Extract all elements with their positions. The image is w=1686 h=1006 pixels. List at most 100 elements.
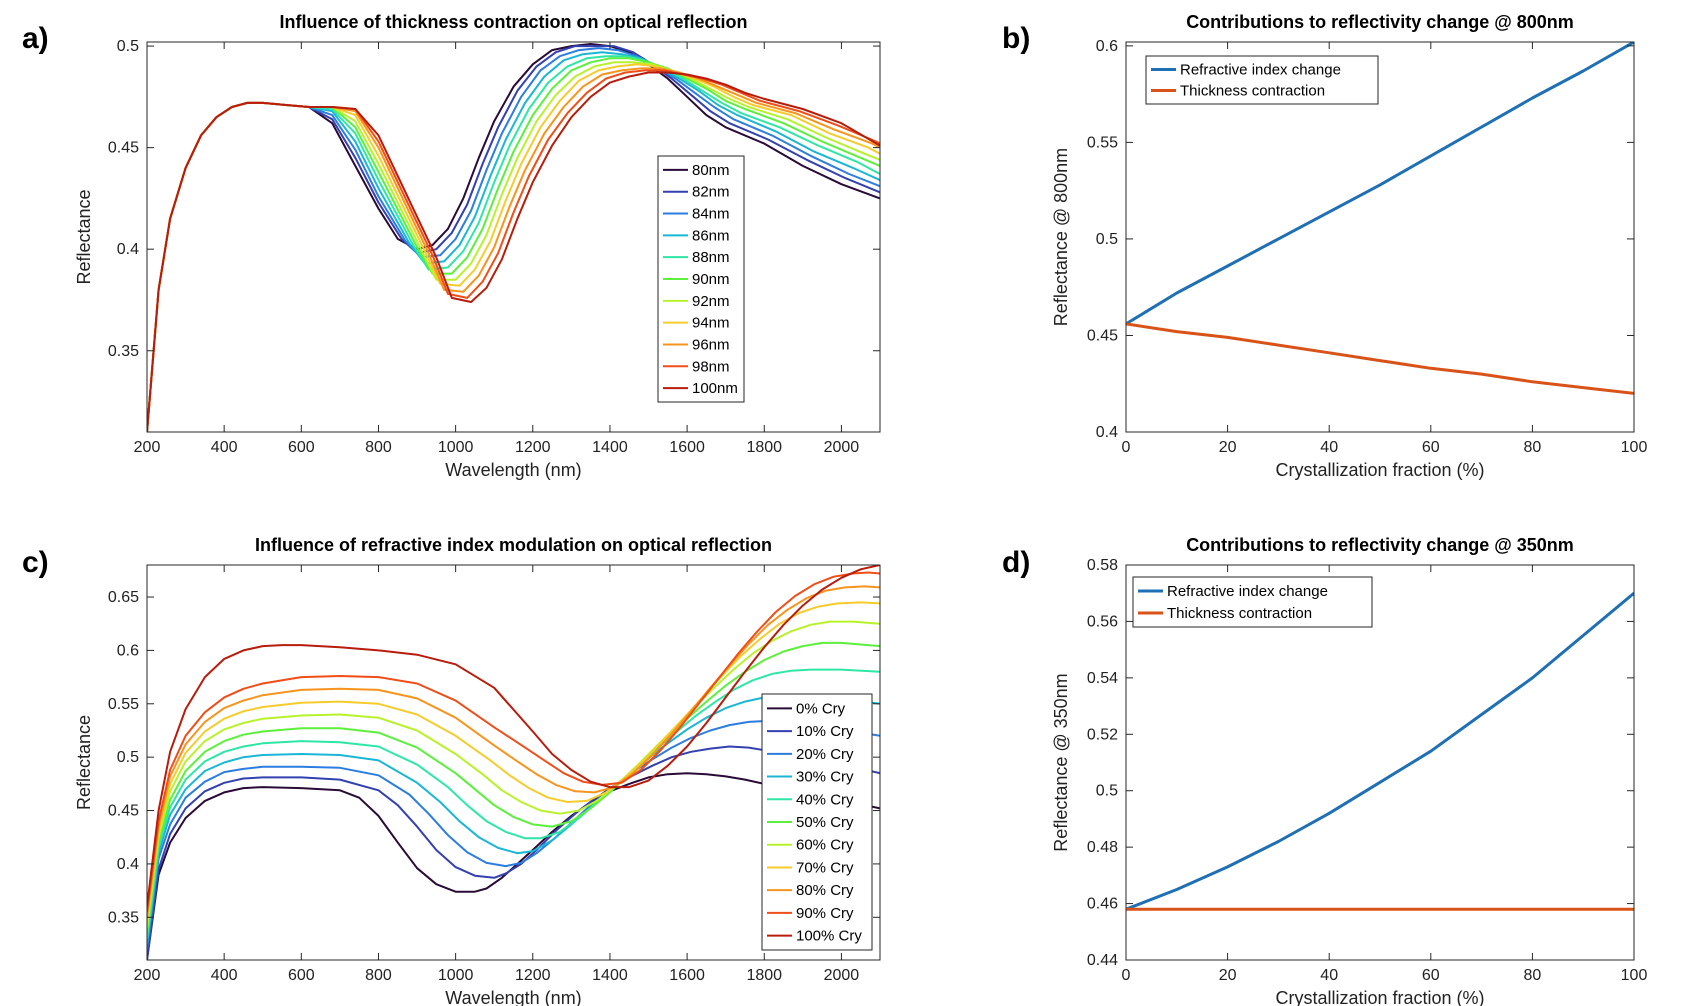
- x-tick-label: 1600: [669, 439, 705, 456]
- legend-entry: 20% Cry: [796, 746, 854, 763]
- y-tick-label: 0.58: [1087, 557, 1118, 574]
- x-tick-label: 1800: [746, 967, 782, 984]
- plot-area-d: [1126, 565, 1634, 960]
- y-tick-label: 0.35: [108, 909, 139, 926]
- x-axis-label: Crystallization fraction (%): [1275, 988, 1484, 1006]
- legend-entry: 40% Cry: [796, 791, 854, 808]
- x-axis-label: Crystallization fraction (%): [1275, 460, 1484, 480]
- x-tick-label: 400: [211, 439, 238, 456]
- y-axis-label: Reflectance @ 800nm: [1051, 148, 1071, 326]
- legend-entry: Refractive index change: [1180, 62, 1341, 79]
- series-line-c-10: [147, 565, 880, 907]
- series-line-c-0: [147, 772, 880, 960]
- x-tick-label: 400: [211, 967, 238, 984]
- y-tick-label: 0.45: [1087, 327, 1118, 344]
- legend-entry: 96nm: [692, 336, 730, 353]
- axes-box-b: [1125, 41, 1635, 433]
- x-tick-label: 20: [1219, 967, 1237, 984]
- x-tick-label: 40: [1320, 439, 1338, 456]
- legend-entry: 92nm: [692, 293, 730, 310]
- x-tick-label: 1200: [515, 967, 551, 984]
- series-line-c-3: [147, 694, 880, 945]
- x-tick-label: 20: [1219, 439, 1237, 456]
- series-group-b: [1126, 42, 1634, 395]
- legend-entry: 60% Cry: [796, 837, 854, 854]
- x-tick-label: 1400: [592, 967, 628, 984]
- chart-panel-c: 200 400 600 800 1000 1200 1400 1600 1800 2000 0.35…: [22, 535, 881, 1006]
- y-tick-label: 0.5: [1096, 783, 1118, 800]
- series-line-c-9: [147, 571, 880, 913]
- panel-label: c): [22, 546, 49, 579]
- y-tick-label: 0.46: [1087, 896, 1118, 913]
- axes-box-d: [1125, 564, 1635, 961]
- legend-entry: Thickness contraction: [1180, 83, 1325, 100]
- x-tick-label: 100: [1621, 439, 1648, 456]
- series-group-a: [147, 43, 880, 432]
- y-tick-label: 0.56: [1087, 613, 1118, 630]
- series-line-b-0: [1126, 42, 1634, 326]
- y-tick-label: 0.48: [1087, 839, 1118, 856]
- chart-title: Contributions to reflectivity change @ 3…: [1186, 535, 1574, 555]
- legend-entry: 100% Cry: [796, 928, 862, 945]
- legend-entry: 82nm: [692, 184, 730, 201]
- panel-label: d): [1002, 546, 1030, 579]
- y-tick-label: 0.6: [117, 642, 139, 659]
- legend-entry: 50% Cry: [796, 814, 854, 831]
- y-axis-label: Reflectance: [74, 715, 94, 810]
- legend-entry: 94nm: [692, 315, 730, 332]
- legend-entry: 90nm: [692, 271, 730, 288]
- x-tick-label: 2000: [824, 439, 860, 456]
- legend-d: Refractive index change Thickness contrac…: [1132, 576, 1373, 628]
- y-tick-label: 0.5: [117, 749, 139, 766]
- x-tick-label: 200: [134, 967, 161, 984]
- series-line-c-5: [147, 641, 880, 934]
- plot-area-b: [1126, 42, 1634, 432]
- x-axis-label: Wavelength (nm): [445, 460, 581, 480]
- x-tick-label: 1200: [515, 439, 551, 456]
- legend-c: 0% Cry 10% Cry 20% Cry 30% Cry 40% Cry 50% Cr…: [761, 693, 873, 951]
- chart-panel-b: 0 20 40 60 80 100 0.4 0.45 0.5 0.55 0.6 Contributio…: [1002, 12, 1647, 480]
- y-tick-label: 0.4: [1096, 424, 1118, 441]
- chart-title: Contributions to reflectivity change @ 8…: [1186, 12, 1574, 32]
- y-tick-label: 0.65: [108, 589, 139, 606]
- series-line-c-1: [147, 745, 880, 960]
- y-tick-label: 0.44: [1087, 952, 1118, 969]
- x-tick-label: 80: [1524, 439, 1542, 456]
- series-line-b-1: [1126, 322, 1634, 395]
- x-tick-label: 0: [1122, 967, 1131, 984]
- y-tick-label: 0.54: [1087, 670, 1118, 687]
- y-tick-label: 0.5: [117, 38, 139, 55]
- y-tick-label: 0.55: [108, 696, 139, 713]
- legend-entry: 80nm: [692, 162, 730, 179]
- legend-entry: Thickness contraction: [1167, 605, 1312, 622]
- legend-a: 80nm 82nm 84nm 86nm 88nm 90nm 92nm 94nm 96nm 98nm…: [657, 155, 745, 403]
- legend-entry: Refractive index change: [1167, 583, 1328, 600]
- x-tick-label: 800: [365, 967, 392, 984]
- axes-box-a: [146, 41, 881, 433]
- x-tick-label: 100: [1621, 967, 1648, 984]
- chart-panel-a: 200 400 600 800 1000 1200 1400 1600 1800 2000 0.35…: [22, 12, 881, 480]
- x-tick-label: 1800: [746, 439, 782, 456]
- y-tick-label: 0.45: [108, 803, 139, 820]
- chart-title: Influence of refractive index modulation…: [255, 535, 772, 555]
- legend-entry: 86nm: [692, 227, 730, 244]
- x-tick-label: 1600: [669, 967, 705, 984]
- legend-entry: 30% Cry: [796, 769, 854, 786]
- axes-box-c: [146, 564, 881, 961]
- x-axis-label: Wavelength (nm): [445, 988, 581, 1006]
- panel-label: a): [22, 22, 49, 55]
- series-line-c-6: [147, 620, 880, 929]
- x-tick-label: 1400: [592, 439, 628, 456]
- x-tick-label: 1000: [438, 967, 474, 984]
- legend-entry: 0% Cry: [796, 700, 846, 717]
- y-tick-label: 0.6: [1096, 38, 1118, 55]
- series-line-c-8: [147, 585, 880, 918]
- y-axis-label: Reflectance @ 350nm: [1051, 673, 1071, 851]
- legend-entry: 90% Cry: [796, 905, 854, 922]
- series-line-c-7: [147, 601, 880, 923]
- chart-title: Influence of thickness contraction on op…: [279, 12, 747, 32]
- legend-entry: 70% Cry: [796, 859, 854, 876]
- y-tick-label: 0.35: [108, 343, 139, 360]
- y-axis-label: Reflectance: [74, 189, 94, 284]
